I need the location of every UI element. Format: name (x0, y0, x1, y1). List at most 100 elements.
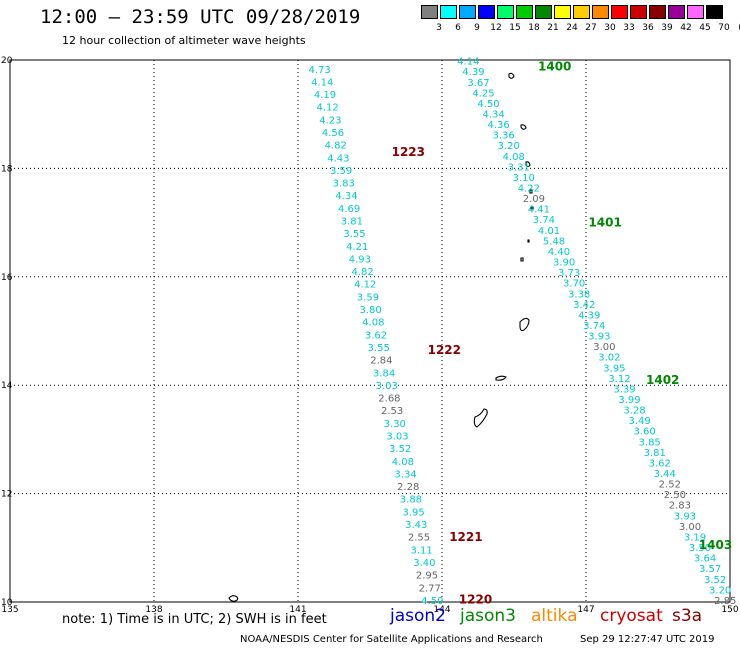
lat-tick-label: 20 (1, 56, 13, 66)
wave-height-value: 3.55 (343, 229, 365, 240)
lat-tick-label: 16 (1, 273, 13, 283)
wave-height-value: 3.73 (558, 268, 580, 279)
wave-height-value: 4.34 (482, 109, 504, 120)
wave-height-value: 3.59 (357, 292, 379, 303)
wave-height-value: 3.93 (674, 511, 696, 522)
island-outline (520, 124, 527, 130)
wave-height-value: 3.99 (618, 395, 640, 406)
lon-tick-label: 144 (433, 605, 450, 615)
time-label: 1221 (449, 530, 482, 544)
map-frame (9, 59, 731, 603)
legend-swatch (554, 5, 571, 19)
wave-height-value: 3.88 (400, 495, 422, 506)
satellite-jason3: jason3 (460, 606, 516, 626)
wave-height-value: 4.01 (538, 226, 560, 237)
wave-height-value: 5.48 (543, 236, 565, 247)
wave-height-value: 3.83 (333, 179, 355, 190)
credit-text: NOAA/NESDIS Center for Satellite Applica… (240, 634, 543, 645)
wave-height-value: 3.81 (341, 217, 363, 228)
time-label: 1401 (588, 216, 621, 230)
legend-swatch (516, 5, 533, 19)
legend-swatch (459, 5, 476, 19)
wave-height-value: 3.02 (598, 353, 620, 364)
legend-label: 36 (642, 23, 654, 33)
wave-height-value: 4.22 (518, 184, 540, 195)
wave-height-value: 4.21 (346, 242, 368, 253)
legend-label: 18 (528, 23, 540, 33)
wave-height-value: 3.52 (704, 575, 726, 586)
satellite-s3a: s3a (672, 606, 703, 626)
generated-timestamp: Sep 29 12:27:47 UTC 2019 (580, 634, 715, 645)
wave-height-value: 3.93 (588, 332, 610, 343)
lon-tick-label: 141 (289, 605, 306, 615)
wave-height-value: 3.95 (402, 507, 424, 518)
legend-label: 39 (661, 23, 673, 33)
time-label: 1402 (646, 373, 679, 387)
wave-height-value: 4.25 (472, 88, 494, 99)
wave-height-value: 4.69 (338, 204, 360, 215)
legend-label: 30 (604, 23, 616, 33)
island-outline (495, 375, 507, 381)
wave-height-value: 2.50 (664, 490, 686, 501)
map-subtitle: 12 hour collection of altimeter wave hei… (62, 34, 306, 47)
wave-height-value: 4.73 (308, 65, 330, 76)
wave-height-value: 3.30 (384, 419, 406, 430)
wave-height-value: 3.62 (649, 458, 671, 469)
wave-height-value: 3.95 (603, 363, 625, 374)
lon-tick-label: 135 (1, 605, 18, 615)
wave-height-value: 3.84 (373, 368, 395, 379)
wave-height-value: 4.08 (392, 457, 414, 468)
time-label: 1400 (538, 60, 571, 74)
wave-height-value: 3.42 (573, 300, 595, 311)
island-outline (530, 206, 534, 210)
wave-height-value: 3.20 (709, 585, 731, 596)
wave-height-value: 2.28 (397, 482, 419, 493)
wave-height-value: 4.82 (325, 141, 347, 152)
wave-height-value: 3.81 (644, 448, 666, 459)
lat-tick-label: 18 (1, 164, 13, 174)
legend-swatch (687, 5, 704, 19)
wave-height-value: 3.28 (623, 406, 645, 417)
legend-swatch (478, 5, 495, 19)
legend-label: 70 (718, 23, 730, 33)
legend-swatch (706, 5, 723, 19)
legend-label: 24 (566, 23, 578, 33)
wave-height-value: 3.40 (413, 558, 435, 569)
wave-height-value: 3.90 (553, 258, 575, 269)
island-outline (529, 189, 533, 194)
wave-height-value: 4.93 (349, 254, 371, 265)
wave-height-value: 3.36 (493, 131, 515, 142)
island-outline (520, 257, 524, 262)
wave-height-value: 3.57 (699, 564, 721, 575)
legend-swatch (440, 5, 457, 19)
wave-height-value: 3.85 (639, 437, 661, 448)
wave-height-value: 3.60 (634, 427, 656, 438)
lon-tick-label: 150 (721, 605, 738, 615)
wave-height-value: 3.19 (684, 532, 706, 543)
legend-swatch (649, 5, 666, 19)
wave-height-value: 2.84 (370, 356, 392, 367)
wave-height-value: 3.43 (405, 520, 427, 531)
wave-height-value: 4.43 (327, 153, 349, 164)
wave-height-value: 4.39 (578, 310, 600, 321)
island-outline (228, 595, 239, 602)
wave-height-value: 3.20 (498, 141, 520, 152)
wave-height-value: 2.09 (523, 194, 545, 205)
map-title: 12:00 – 23:59 UTC 09/28/2019 (40, 6, 361, 28)
wave-height-value: 3.03 (376, 381, 398, 392)
wave-height-value: 3.11 (411, 545, 433, 556)
wave-height-value: 4.34 (335, 191, 357, 202)
wave-height-value: 3.03 (386, 432, 408, 443)
legend-swatch (668, 5, 685, 19)
wave-height-value: 3.38 (568, 289, 590, 300)
wave-height-value: 3.39 (613, 384, 635, 395)
wave-height-value: 3.74 (583, 321, 605, 332)
wave-height-value: 4.56 (322, 128, 344, 139)
legend-label: 45 (699, 23, 711, 33)
legend-label: 42 (680, 23, 692, 33)
wave-height-value: 4.14 (311, 77, 333, 88)
wave-height-value: 2.83 (669, 501, 691, 512)
legend-label: 15 (509, 23, 521, 33)
legend-label: 3 (436, 23, 442, 33)
time-label: 1220 (459, 592, 492, 606)
